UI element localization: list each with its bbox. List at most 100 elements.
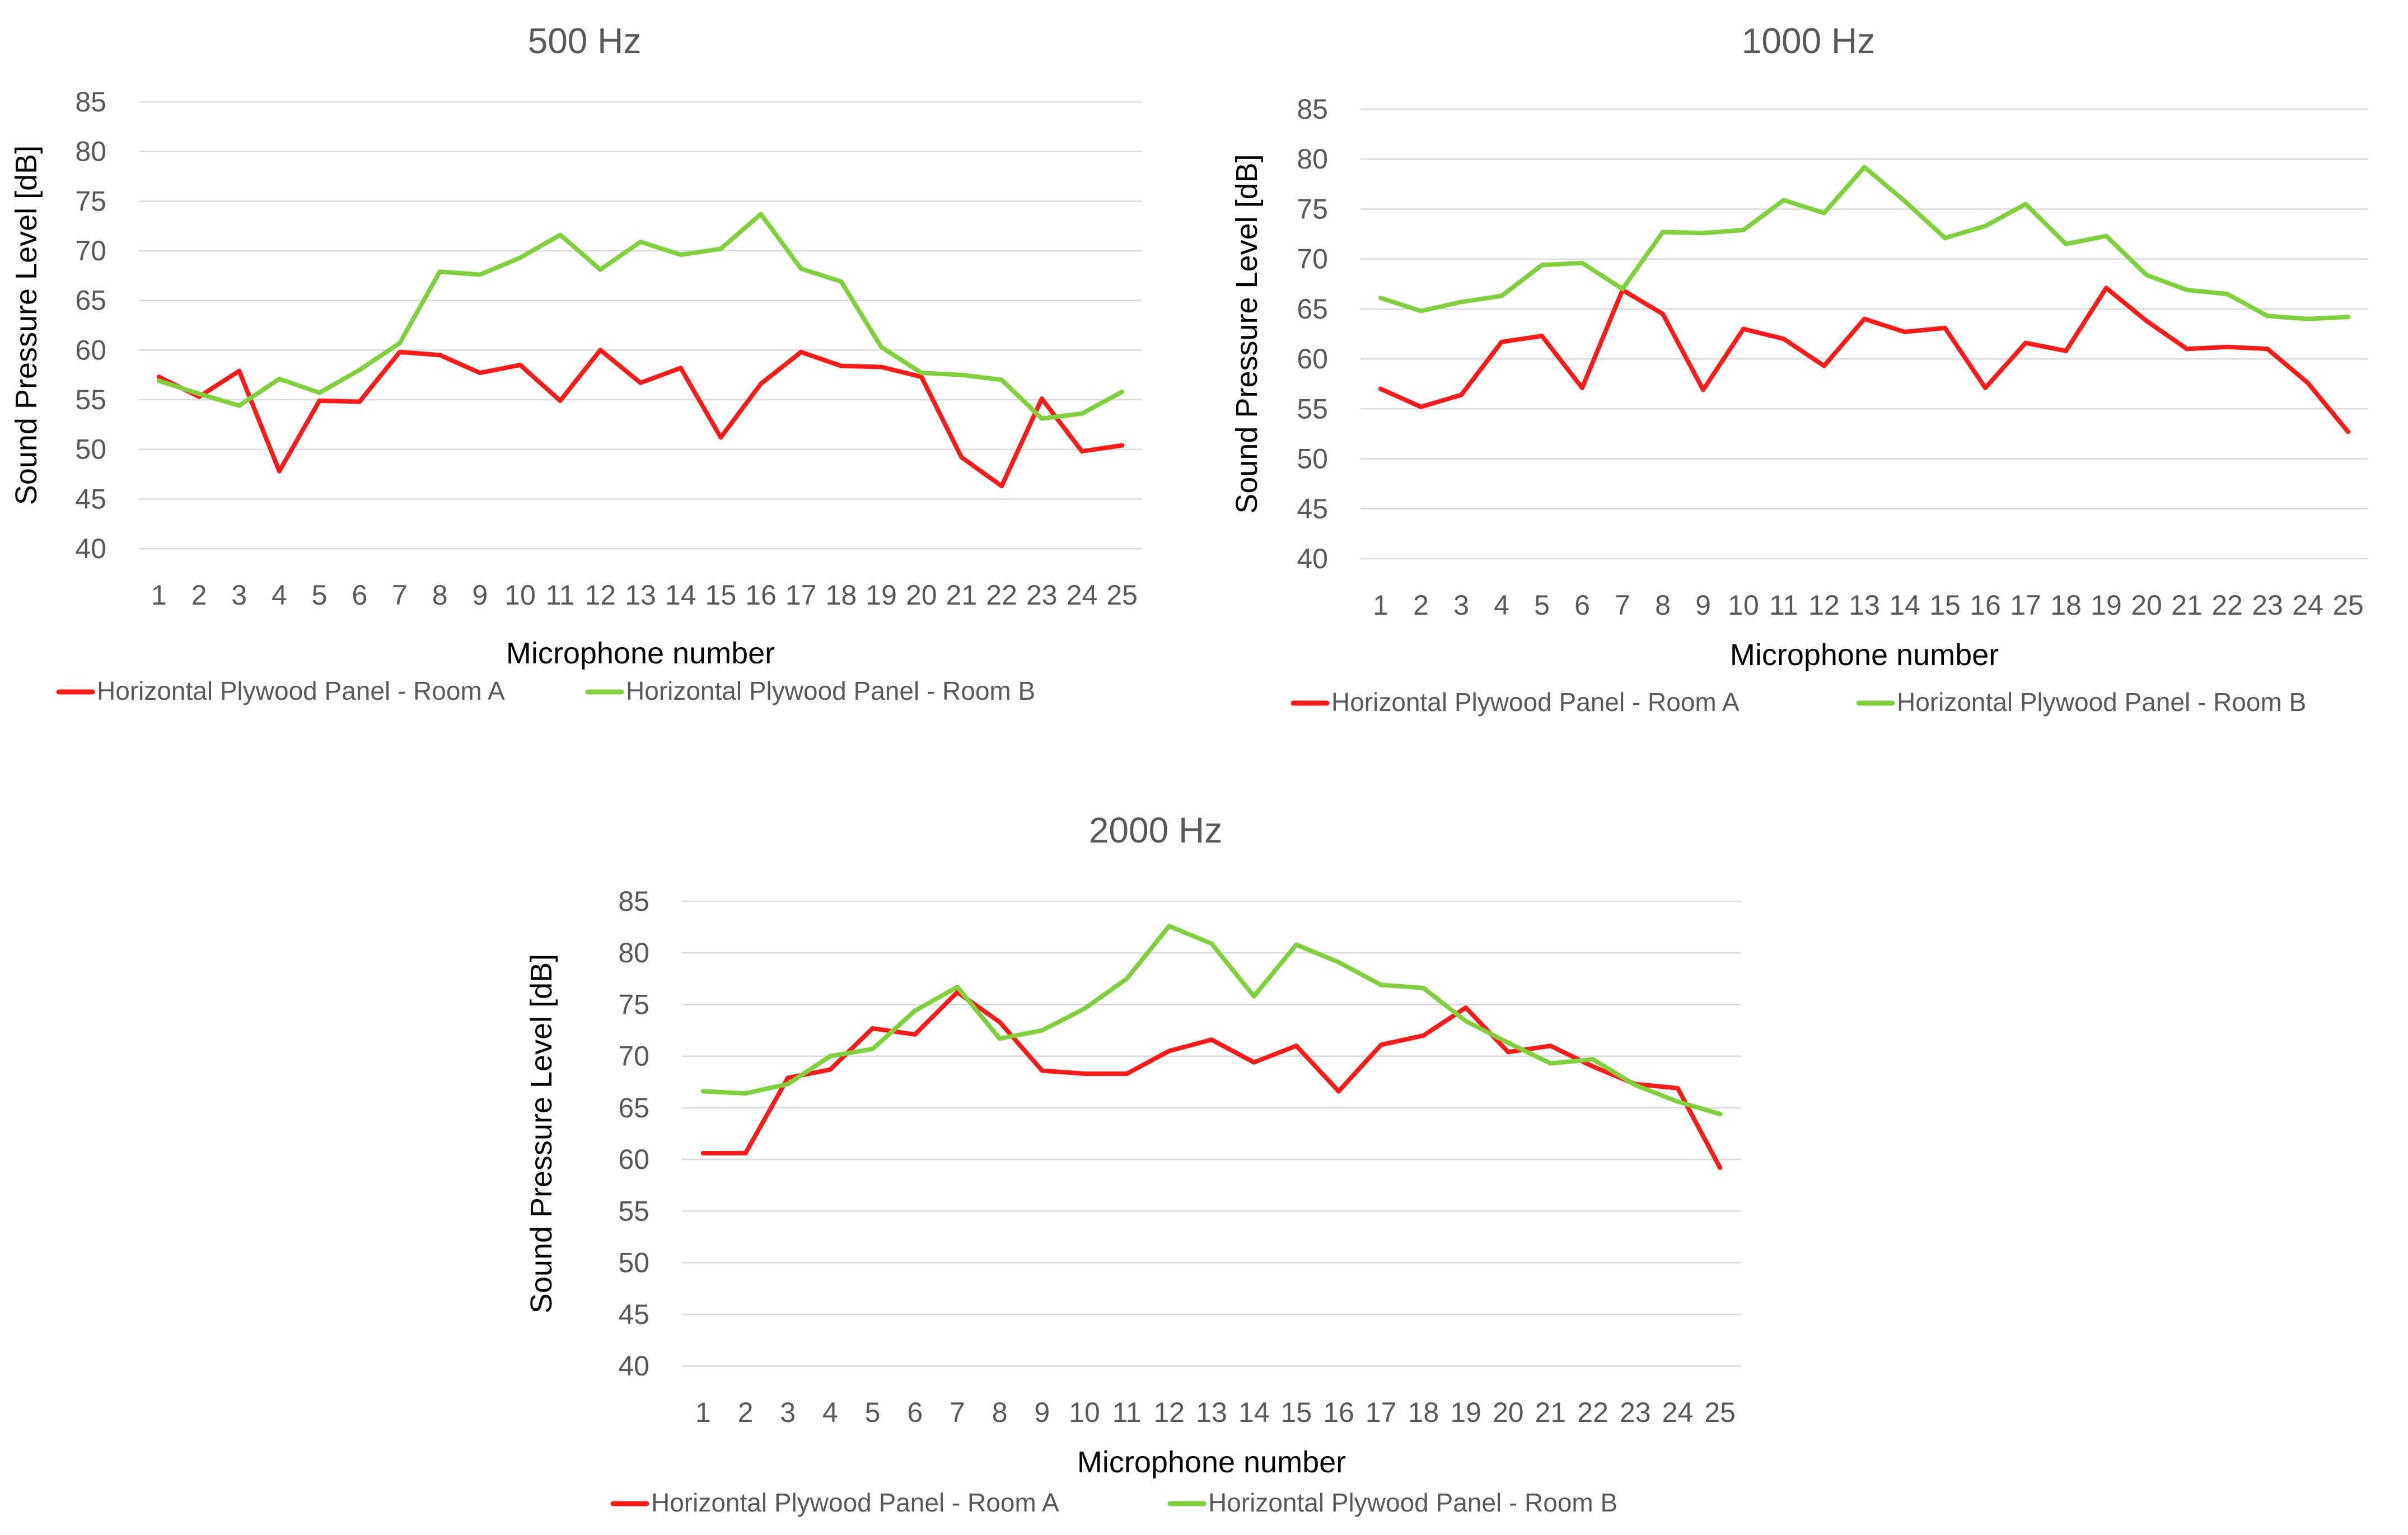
data-point xyxy=(743,1091,748,1096)
legend-label: Horizontal Plywood Panel - Room A xyxy=(1331,687,1740,717)
x-tick-label: 16 xyxy=(745,579,777,611)
x-tick-label: 3 xyxy=(1453,589,1469,621)
chart-title: 1000 Hz xyxy=(1742,21,1875,61)
y-tick-label: 80 xyxy=(1297,143,1328,175)
series-line-room-b xyxy=(1378,165,2350,321)
data-point xyxy=(1661,311,1665,316)
x-tick-label: 16 xyxy=(1323,1397,1354,1428)
x-tick-label: 21 xyxy=(1535,1397,1567,1428)
data-point xyxy=(1167,1049,1172,1054)
x-tick-label: 2 xyxy=(738,1397,754,1428)
x-tick-label: 19 xyxy=(2091,589,2122,621)
data-point xyxy=(1540,263,1544,268)
x-tick-label: 21 xyxy=(2171,589,2203,621)
data-point xyxy=(919,375,924,380)
data-point xyxy=(2104,286,2108,291)
data-point xyxy=(1120,443,1125,448)
data-point xyxy=(1421,1033,1426,1038)
x-tick-label: 14 xyxy=(665,579,696,611)
data-point xyxy=(959,372,964,377)
data-point xyxy=(1782,198,1786,203)
data-point xyxy=(1633,1083,1638,1088)
data-point xyxy=(743,1151,748,1156)
x-tick-label: 12 xyxy=(585,579,616,611)
data-point xyxy=(437,353,442,358)
data-point xyxy=(1741,326,1746,331)
x-tick-label: 22 xyxy=(1577,1397,1609,1428)
data-point xyxy=(1675,1085,1680,1091)
y-tick-label: 75 xyxy=(618,989,649,1020)
x-tick-label: 18 xyxy=(2050,589,2082,621)
x-tick-label: 6 xyxy=(352,579,367,611)
data-point xyxy=(785,1082,791,1087)
data-point xyxy=(517,255,522,260)
chart-title: 500 Hz xyxy=(528,21,642,61)
x-tick-label: 18 xyxy=(826,579,857,611)
data-point xyxy=(1580,385,1584,390)
data-point xyxy=(558,232,563,237)
data-point xyxy=(1459,299,1463,305)
x-tick-label: 1 xyxy=(695,1397,711,1428)
x-tick-label: 2 xyxy=(1413,589,1429,621)
y-tick-label: 60 xyxy=(75,334,106,366)
data-point xyxy=(2225,344,2229,349)
data-point xyxy=(1124,1071,1129,1077)
data-point xyxy=(678,252,683,258)
x-tick-label: 7 xyxy=(950,1397,965,1428)
x-tick-label: 25 xyxy=(2332,589,2364,621)
data-point xyxy=(997,1036,1002,1041)
x-tick-label: 23 xyxy=(1026,579,1058,611)
y-tick-label: 55 xyxy=(75,384,106,415)
y-tick-label: 45 xyxy=(1297,493,1328,525)
data-point xyxy=(798,349,803,354)
x-tick-label: 13 xyxy=(625,579,656,611)
data-point xyxy=(879,364,884,369)
x-tick-label: 6 xyxy=(907,1397,923,1428)
data-point xyxy=(357,399,362,404)
y-tick-label: 65 xyxy=(618,1092,649,1124)
data-point xyxy=(1421,985,1426,990)
x-tick-label: 14 xyxy=(1238,1397,1270,1428)
x-tick-label: 24 xyxy=(2292,589,2323,621)
data-point xyxy=(156,378,161,383)
data-point xyxy=(1124,976,1129,981)
data-point xyxy=(999,484,1004,489)
data-point xyxy=(1822,210,1826,216)
data-point xyxy=(1209,1037,1214,1042)
x-tick-label: 4 xyxy=(822,1397,838,1428)
x-tick-label: 21 xyxy=(946,579,978,611)
y-tick-label: 55 xyxy=(1297,393,1328,424)
x-tick-label: 7 xyxy=(1615,589,1630,621)
data-point xyxy=(2306,316,2310,321)
y-tick-label: 85 xyxy=(618,886,649,917)
x-tick-label: 17 xyxy=(785,579,817,611)
x-tick-label: 7 xyxy=(392,579,408,611)
data-point xyxy=(1378,296,1383,301)
x-tick-label: 11 xyxy=(1769,589,1798,621)
y-tick-label: 50 xyxy=(75,434,106,465)
x-tick-label: 20 xyxy=(1493,1397,1524,1428)
legend-label: Horizontal Plywood Panel - Room A xyxy=(97,676,505,705)
y-tick-label: 40 xyxy=(75,533,106,564)
data-point xyxy=(2144,273,2149,278)
data-point xyxy=(1505,1050,1511,1055)
data-point xyxy=(1943,236,1947,241)
data-point xyxy=(2346,429,2350,434)
data-point xyxy=(718,435,723,440)
x-tick-label: 5 xyxy=(865,1397,881,1428)
data-point xyxy=(955,985,960,990)
data-point xyxy=(197,391,202,396)
x-tick-label: 9 xyxy=(1034,1397,1050,1428)
data-point xyxy=(1209,941,1214,946)
data-point xyxy=(2225,292,2229,297)
data-point xyxy=(1079,411,1084,416)
data-point xyxy=(237,403,242,408)
y-tick-label: 80 xyxy=(75,136,106,167)
data-point xyxy=(437,269,442,274)
data-point xyxy=(638,380,643,385)
y-tick-label: 80 xyxy=(618,937,649,968)
x-tick-label: 4 xyxy=(272,579,287,611)
x-tick-label: 17 xyxy=(2010,589,2041,621)
x-tick-label: 12 xyxy=(1808,589,1840,621)
data-point xyxy=(638,240,643,245)
